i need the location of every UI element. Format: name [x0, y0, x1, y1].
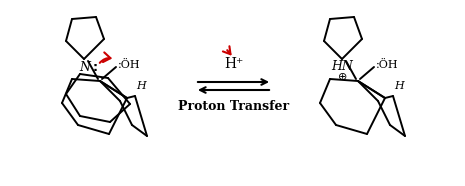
Text: ⊕: ⊕ [339, 72, 348, 82]
Text: :ÖH: :ÖH [118, 60, 140, 70]
Text: :: : [93, 60, 98, 73]
Text: H⁺: H⁺ [224, 57, 243, 71]
FancyArrowPatch shape [100, 52, 111, 63]
Text: H: H [394, 81, 404, 91]
Text: N: N [80, 60, 91, 73]
Text: HN: HN [331, 60, 353, 73]
Text: Proton Transfer: Proton Transfer [178, 100, 289, 113]
FancyArrowPatch shape [223, 46, 231, 54]
Text: H: H [136, 81, 146, 91]
Text: :ÖH: :ÖH [376, 60, 399, 70]
